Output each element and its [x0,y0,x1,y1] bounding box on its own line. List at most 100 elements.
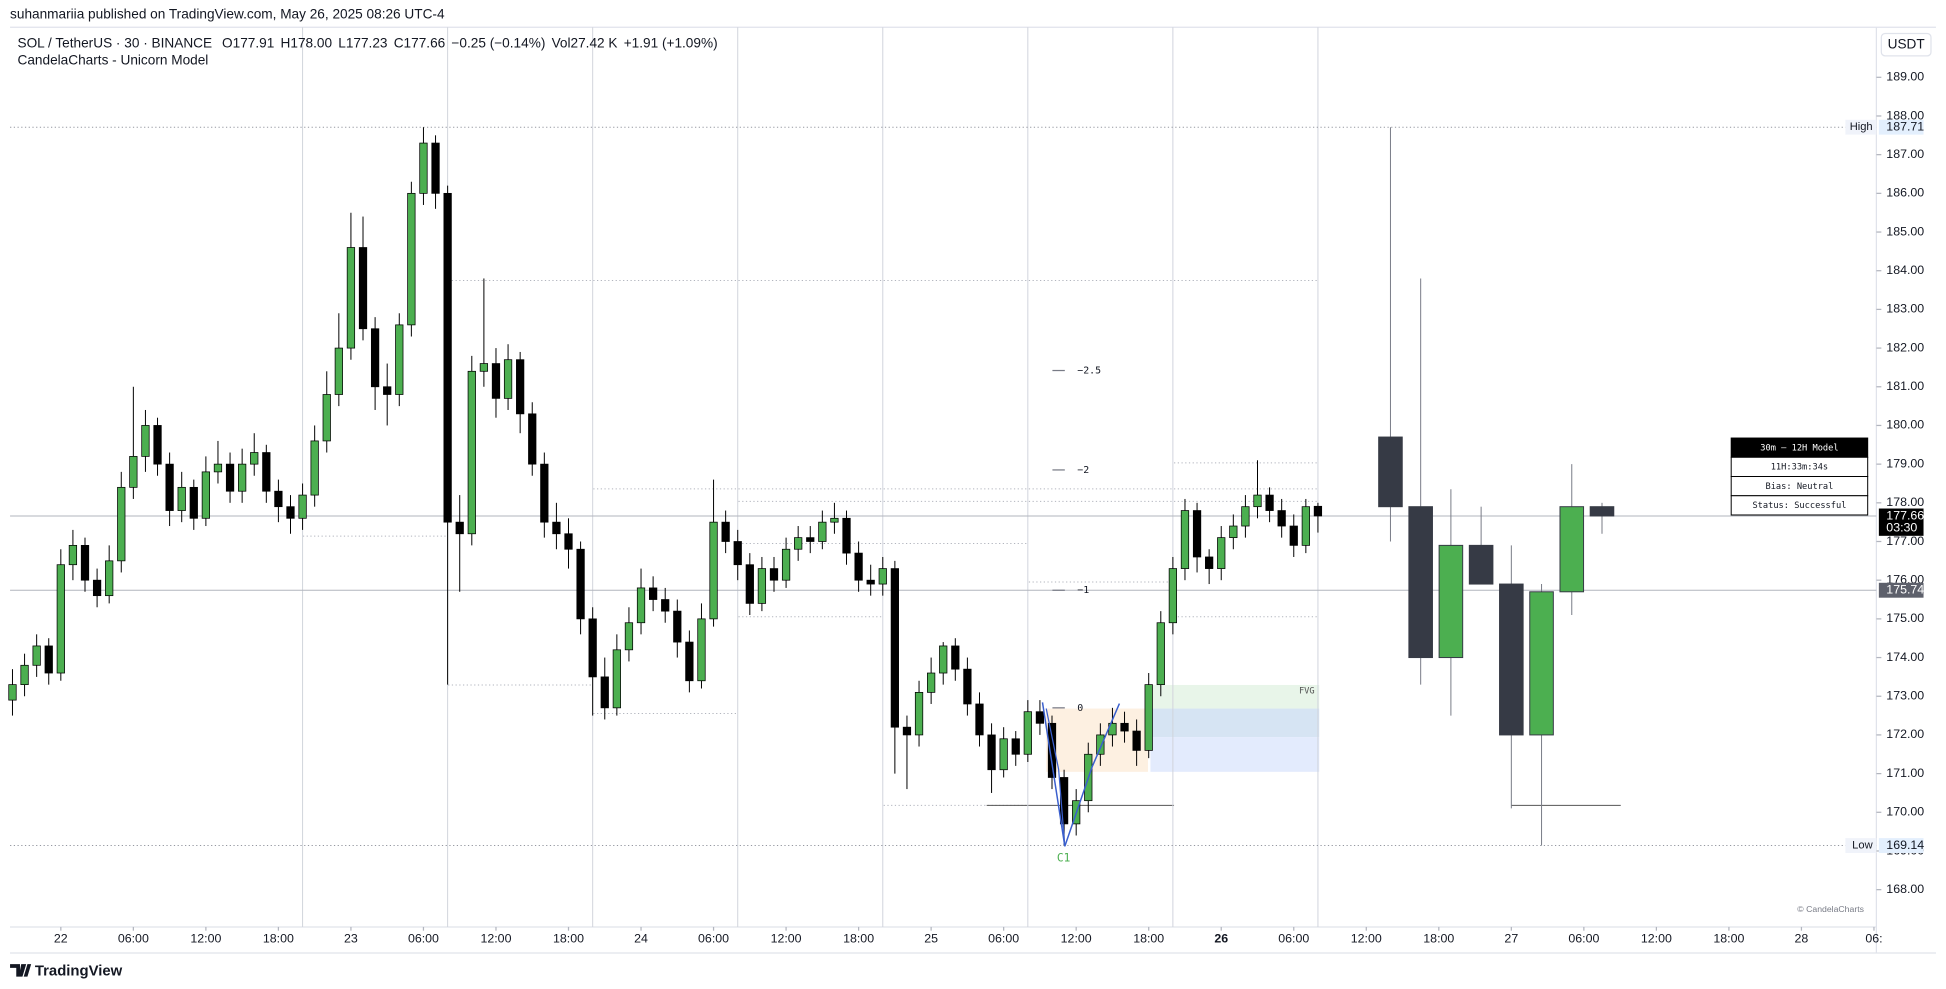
candle-body [479,363,489,372]
x-tick-label: 06:00 [408,932,439,946]
candle-body [177,486,186,511]
x-tick-label: 12:00 [190,932,221,946]
htf-body [1468,544,1494,585]
x-tick-label: 24 [634,932,648,946]
candle-body [1132,730,1141,751]
candle-body [153,425,162,465]
candle-body [1047,722,1057,778]
y-tick-label: 170.00 [1886,805,1924,819]
candle-body [322,394,331,442]
currency-button[interactable] [1880,32,1932,57]
legend-item: −0.25 (−0.14%) [451,35,545,50]
footer-brand: TradingView [35,964,123,980]
zigzag [1045,708,1066,847]
candle-body [8,684,17,701]
candle-body [370,328,380,388]
fvg-zone [1150,684,1320,709]
y-tick-label: 188.00 [1886,108,1924,122]
candle-body [92,579,102,597]
price-label-value: 169.14 [1886,838,1924,852]
candle-body [1156,622,1165,686]
fvg-label: FVG [1299,687,1315,697]
htf-body [1529,591,1554,736]
legend-item: C177.66 [394,35,446,50]
price-label-box [1878,838,1924,854]
y-tick-label: 171.00 [1886,766,1924,780]
last-price-box [1878,508,1924,536]
candle-body [540,463,549,523]
candle-body [673,610,682,643]
y-tick-label: 179.00 [1886,456,1924,470]
legend-item: +1.91 (+1.09%) [624,35,718,50]
candle-body [963,668,972,705]
y-tick-label: 185.00 [1886,224,1924,238]
candle-body [117,486,126,562]
candle-body [866,579,875,585]
candle-body [1289,525,1298,546]
candle-body [564,533,573,550]
y-tick-label: 175.00 [1886,611,1924,625]
candle-body [346,247,356,349]
candle-body [636,587,646,624]
x-tick-label: 12:00 [1641,932,1672,946]
fib-label: 0 [1077,703,1083,714]
candle-body [661,599,670,612]
candle-body [105,560,114,597]
candle-body [1023,711,1032,755]
table-text: 30m – 12H Model [1760,443,1838,453]
indicator-name: CandelaCharts - Unicorn Model [18,52,209,67]
countdown: 03:30 [1886,521,1917,535]
candle-body [56,564,65,674]
candle-body [999,738,1008,771]
candle-body [1313,505,1323,517]
currency[interactable]: USDT [1888,36,1926,51]
x-tick-label: 18:00 [1133,932,1164,946]
logo [10,964,32,977]
candle-body [878,568,887,585]
htf-body [1378,436,1403,508]
candle-body [1144,684,1153,751]
candle-body [939,645,948,674]
candle-body [624,622,634,651]
candle-body [165,463,174,511]
candle-body [467,370,476,535]
last-price-label: 177.66 [1886,508,1924,522]
y-tick-label: 177.00 [1886,534,1924,548]
y-tick-label: 178.00 [1886,495,1924,509]
candle-body [854,552,863,581]
htf-body [1438,544,1464,659]
candle-body [141,425,150,457]
candle-body [528,413,537,465]
legend-item: L177.23 [338,35,387,50]
candle-body [745,564,754,604]
candle-body [443,192,452,523]
candle-body [262,452,271,492]
candle-body [975,703,984,736]
candle-body [68,544,78,566]
x-tick-label: 06: [1865,932,1882,946]
candle-body [806,537,815,542]
x-tick-label: 18:00 [263,932,294,946]
x-tick-label: 23 [344,932,358,946]
x-tick-label: 12:00 [480,932,511,946]
candle-body [419,142,428,194]
candle-body [1205,556,1214,569]
candle-body [1011,738,1020,755]
price-label-name: Low [1852,840,1873,852]
price-label-name: High [1850,121,1873,133]
x-tick-label: 18:00 [1713,932,1744,946]
candle-body [1120,722,1129,732]
y-tick-label: 173.00 [1886,689,1924,703]
x-tick-label: 18:00 [553,932,584,946]
x-tick-label: 12:00 [1351,932,1382,946]
price-label-box [1878,119,1924,135]
candle-body [769,568,779,581]
legend-item: Vol27.42 K [552,35,618,50]
table-text: Status: Successful [1752,501,1846,511]
candle-body [721,521,730,542]
y-tick-label: 189.00 [1886,70,1924,84]
drawings [302,279,1621,806]
y-tick-label: 181.00 [1886,379,1924,393]
